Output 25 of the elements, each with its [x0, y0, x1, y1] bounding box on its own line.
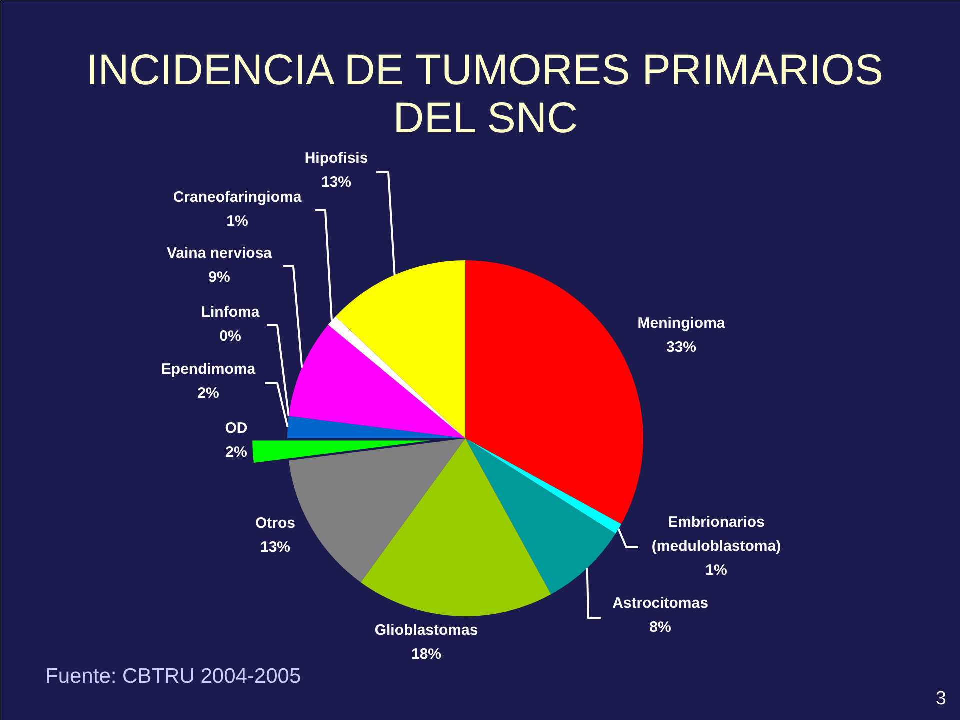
- data-label: 13%: [321, 174, 352, 191]
- slice-label: Glioblastomas: [374, 622, 478, 639]
- slice-label: Otros: [256, 515, 296, 532]
- slice-label: Hipofisis: [304, 150, 368, 167]
- data-label: 2%: [226, 444, 248, 461]
- source-note: Fuente: CBTRU 2004-2005: [46, 665, 302, 688]
- text: 0%: [220, 328, 242, 345]
- data-label: 1%: [706, 562, 728, 579]
- data-label: 18%: [411, 646, 442, 663]
- slice-label: Ependimoma: [161, 361, 256, 378]
- slice-label: Meningioma: [638, 315, 726, 332]
- data-label: 1%: [226, 213, 248, 230]
- text: 3: [936, 688, 947, 710]
- slice-label: OD: [225, 420, 248, 437]
- data-label: 33%: [666, 339, 697, 356]
- slice-label: Embrionarios (meduloblastoma): [652, 514, 782, 555]
- data-label: 13%: [260, 539, 291, 556]
- chart-title: INCIDENCIA DE TUMORES PRIMARIOS DEL SNC: [86, 46, 884, 142]
- data-label: 8%: [650, 619, 672, 636]
- category-label: Linfoma: [201, 304, 260, 321]
- data-label: 2%: [198, 385, 220, 402]
- slice-label: Vaina nerviosa: [166, 245, 273, 262]
- slice-label: Craneofaringioma: [173, 189, 302, 206]
- data-label: 9%: [208, 269, 230, 286]
- slice-label: Astrocitomas: [612, 595, 708, 612]
